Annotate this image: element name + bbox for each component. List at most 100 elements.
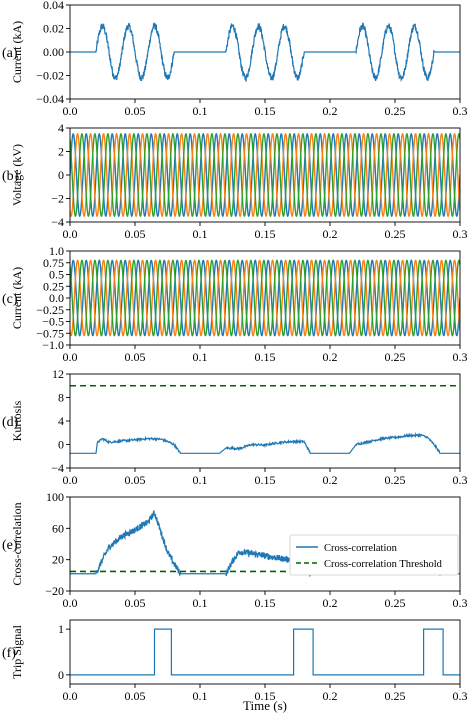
y-tick-label: 8	[58, 391, 64, 405]
y-tick-label: 60	[52, 521, 64, 535]
y-tick-label: 0.5	[49, 268, 64, 282]
chart-panel-e: 0.0 0.05 0.1 0.15 0.2 0.25 0.3 −20 20 60 100 Cross-…	[2, 490, 468, 610]
x-tick-label: 0.05	[125, 350, 146, 364]
x-tick-label: 0.15	[255, 473, 276, 487]
series-line-c-0	[70, 259, 460, 337]
legend-entry: Cross-correlation	[324, 543, 398, 554]
series-line-a-0	[70, 22, 460, 83]
x-tick-label: 0.0	[63, 104, 78, 118]
legend-box	[289, 534, 459, 576]
y-tick-label: 4	[58, 414, 64, 428]
y-tick-label: 0.0	[49, 291, 64, 305]
x-tick-label: 0.1	[193, 227, 208, 241]
series-line-b-1	[70, 132, 460, 218]
x-tick-label: 0.15	[255, 596, 276, 610]
legend: Cross-correlation Cross-correlation Thres…	[289, 534, 459, 576]
y-tick-label: −4	[51, 215, 64, 229]
y-tick-label: −0.04	[36, 92, 64, 106]
plot-area-d	[70, 384, 460, 454]
x-tick-label: 0.3	[453, 596, 468, 610]
x-tick-label: 0.2	[323, 689, 338, 703]
x-tick-label: 0.3	[453, 104, 468, 118]
y-tick-label: −1.0	[42, 338, 64, 352]
x-tick-label: 0.3	[453, 350, 468, 364]
y-tick-label: 20	[52, 553, 64, 567]
y-tick-label: 2	[58, 145, 64, 159]
y-tick-label: 0	[58, 438, 64, 452]
x-tick-label: 0.0	[63, 350, 78, 364]
x-tick-label: 0.1	[193, 473, 208, 487]
x-tick-label: 0.2	[323, 596, 338, 610]
y-tick-label: −0.02	[36, 69, 64, 83]
x-tick-label: 0.3	[453, 473, 468, 487]
series-line-b-2	[70, 132, 460, 218]
chart-panel-f: 0.0 0.05 0.1 0.15 0.2 0.25 0.3 0 1 Trip Signal(f)	[2, 619, 468, 703]
x-tick-label: 0.3	[453, 227, 468, 241]
x-tick-label: 0.25	[385, 689, 406, 703]
y-axis-label: Voltage (kV)	[10, 144, 24, 206]
panel-label: (b)	[2, 169, 19, 184]
y-tick-label: 0.02	[43, 22, 64, 36]
x-tick-label: 0.1	[193, 104, 208, 118]
y-tick-label: 1.0	[49, 244, 64, 258]
panel-label: (f)	[2, 646, 16, 661]
legend-entry: Cross-correlation Threshold	[324, 559, 443, 570]
chart-panel-d: 0.0 0.05 0.1 0.15 0.2 0.25 0.3 −4 0 4 8 12 Kurtosis(…	[2, 367, 468, 487]
panel-label: (c)	[2, 292, 18, 307]
y-tick-label: 0.00	[43, 45, 64, 59]
x-tick-label: 0.15	[255, 350, 276, 364]
x-tick-label: 0.2	[323, 227, 338, 241]
y-tick-label: −4	[51, 461, 64, 475]
x-tick-label: 0.3	[453, 689, 468, 703]
chart-panel-b: 0.0 0.05 0.1 0.15 0.2 0.25 0.3 −4 −2 0 2 4 Voltage (…	[2, 121, 468, 241]
x-tick-label: 0.2	[323, 350, 338, 364]
x-tick-label: 0.25	[385, 227, 406, 241]
y-axis-label: Current (kA)	[10, 21, 24, 83]
x-tick-label: 0.2	[323, 104, 338, 118]
x-tick-label: 0.05	[125, 227, 146, 241]
x-tick-label: 0.05	[125, 473, 146, 487]
plot-area-f	[70, 628, 460, 676]
y-tick-label: −0.25	[36, 303, 64, 317]
series-line-b-0	[70, 132, 460, 218]
y-axis-label: Kurtosis	[10, 400, 24, 441]
x-tick-label: 0.15	[255, 104, 276, 118]
x-tick-label: 0.05	[125, 689, 146, 703]
panel-label: (e)	[2, 538, 18, 553]
series-line-c-1	[70, 259, 460, 337]
y-axis-label: Trip Signal	[10, 624, 24, 679]
y-tick-label: 100	[46, 490, 64, 504]
x-tick-label: 0.25	[385, 596, 406, 610]
x-tick-label: 0.05	[125, 104, 146, 118]
x-tick-label: 0.25	[385, 104, 406, 118]
x-tick-label: 0.1	[193, 350, 208, 364]
x-axis-label: Time (s)	[243, 698, 287, 713]
y-tick-label: 0	[58, 168, 64, 182]
x-tick-label: 0.0	[63, 689, 78, 703]
x-tick-label: 0.05	[125, 596, 146, 610]
x-tick-label: 0.1	[193, 689, 208, 703]
series-line-d-0	[70, 431, 460, 454]
chart-panel-a: 0.0 0.05 0.1 0.15 0.2 0.25 0.3 −0.04 −0.02 0.00 0.…	[2, 0, 468, 118]
y-tick-label: 0	[58, 668, 64, 682]
y-tick-label: −0.5	[42, 315, 64, 329]
plot-area-c	[70, 259, 460, 337]
axes-frame	[69, 373, 461, 469]
y-tick-label: 1	[58, 622, 64, 636]
x-tick-label: 0.1	[193, 596, 208, 610]
y-axis-label: Cross-correlation	[10, 502, 24, 585]
x-tick-label: 0.0	[63, 473, 78, 487]
x-tick-label: 0.15	[255, 227, 276, 241]
series-line-f-0	[70, 628, 460, 676]
y-tick-label: 4	[58, 121, 64, 135]
y-tick-label: 0.25	[43, 279, 64, 293]
x-tick-label: 0.2	[323, 473, 338, 487]
x-tick-label: 0.15	[255, 689, 276, 703]
series-line-c-2	[70, 259, 460, 337]
panel-label: (a)	[2, 46, 18, 61]
y-tick-label: −0.75	[36, 326, 64, 340]
x-tick-label: 0.0	[63, 227, 78, 241]
x-tick-label: 0.25	[385, 473, 406, 487]
y-axis-label: Current (kA)	[10, 267, 24, 329]
